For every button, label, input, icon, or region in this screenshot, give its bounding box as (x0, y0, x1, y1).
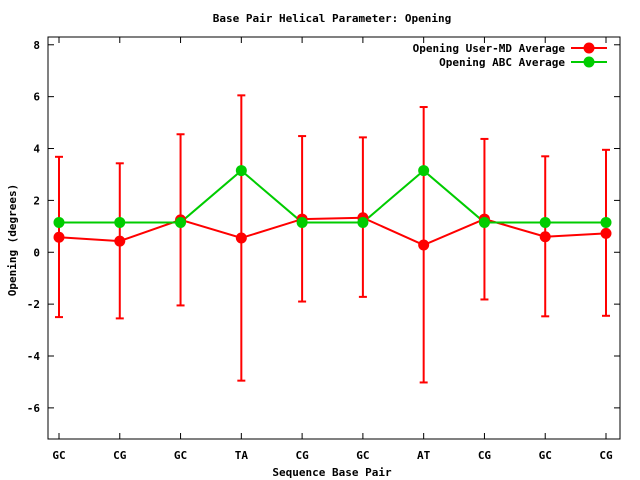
data-point-abc (539, 216, 551, 228)
y-tick-label: 4 (33, 143, 40, 156)
data-point-abc (357, 216, 369, 228)
legend-label-user-md: Opening User-MD Average (413, 42, 566, 55)
data-point-abc (296, 216, 308, 228)
data-point-abc (478, 216, 490, 228)
data-point-abc (235, 165, 247, 177)
x-tick-label: GC (174, 449, 187, 462)
data-point-abc (114, 216, 126, 228)
data-point-user-md (235, 232, 247, 244)
x-tick-label: GC (52, 449, 65, 462)
data-point-user-md (600, 227, 612, 239)
data-point-abc (418, 165, 430, 177)
data-point-user-md (418, 239, 430, 251)
series-points (53, 165, 612, 251)
data-point-user-md (539, 231, 551, 243)
data-point-abc (600, 216, 612, 228)
series-line-abc (59, 169, 606, 224)
x-tick-label: CG (478, 449, 492, 462)
error-bars (55, 94, 610, 384)
x-tick-label: AT (417, 449, 431, 462)
legend-marker-abc (583, 56, 595, 68)
y-tick-label: 6 (33, 91, 40, 104)
y-tick-label: 8 (33, 39, 40, 52)
x-tick-label: CG (113, 449, 127, 462)
x-tick-label: GC (539, 449, 552, 462)
x-tick-label: CG (599, 449, 613, 462)
y-tick-label: 0 (33, 246, 40, 259)
series-lines (58, 169, 607, 247)
data-point-abc (53, 216, 65, 228)
x-axis-label: Sequence Base Pair (272, 466, 392, 479)
y-axis-label: Opening (degrees) (6, 184, 19, 297)
y-tick-label: -6 (27, 402, 41, 415)
data-point-abc (175, 216, 187, 228)
legend: Opening User-MD Average Opening ABC Aver… (413, 42, 607, 69)
x-tick-label: TA (235, 449, 249, 462)
y-tick-label: -4 (27, 350, 41, 363)
y-tick-label: 2 (33, 194, 40, 207)
data-point-user-md (53, 231, 65, 243)
chart-title: Base Pair Helical Parameter: Opening (213, 12, 451, 25)
data-point-user-md (114, 235, 126, 247)
legend-label-abc: Opening ABC Average (439, 56, 565, 69)
y-tick-label: -2 (27, 298, 40, 311)
axes (47, 36, 621, 440)
legend-marker-user-md (583, 42, 595, 54)
x-tick-label: GC (356, 449, 369, 462)
series-line-user-md (58, 216, 607, 247)
axis-ticks: -6 -4 -2 0 2 4 6 8 GC CG GC TA CG GC AT CG GC CG (27, 37, 620, 462)
plot-frame (47, 36, 621, 440)
x-tick-label: CG (295, 449, 309, 462)
